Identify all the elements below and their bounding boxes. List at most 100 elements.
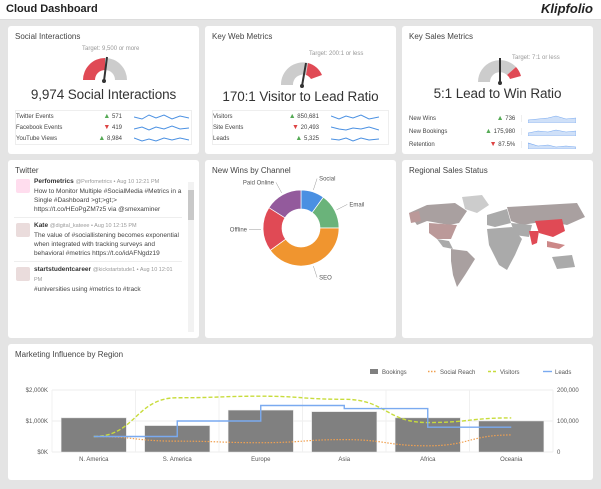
panel-title: Twitter [15, 166, 39, 175]
metric-label: YouTube Views [16, 135, 58, 142]
tweet[interactable]: startstudentcareer @kickstartstude1 • Au… [14, 265, 182, 297]
target-label: Target: 7:1 or less [512, 55, 560, 61]
x-axis-label: S. America [163, 457, 193, 463]
metric-label: New Wins [409, 115, 437, 122]
china [535, 219, 565, 237]
bookings-bar [311, 411, 378, 453]
x-axis-label: Africa [420, 457, 436, 463]
panel-title: Marketing Influence by Region [15, 350, 124, 359]
metric-label: Retention [409, 141, 435, 148]
left-axis-tick: $1,000K [26, 419, 48, 425]
right-axis-tick: 200,000 [557, 388, 579, 394]
down-arrow-icon: ▼ [292, 124, 299, 131]
legend-label: Visitors [500, 370, 520, 376]
right-axis-tick: 0 [557, 450, 561, 456]
metric-row: Twitter Events ▲ 571 [16, 111, 191, 122]
tweet-list: Perfometrics @Perfometrics • Aug 10 12:2… [14, 177, 182, 300]
up-arrow-icon: ▲ [496, 115, 504, 122]
metric-label: Visitors [213, 113, 233, 120]
legend-label: Leads [555, 370, 571, 376]
avatar [16, 223, 30, 237]
panel-title: Key Web Metrics [212, 32, 273, 41]
sparkline [134, 124, 189, 131]
tweet[interactable]: Kate @digital_kateee • Aug 10 12:15 PM Th… [14, 221, 182, 262]
metric-value: 736 [505, 116, 516, 122]
metric-value: 5,325 [303, 136, 319, 142]
x-axis-label: Asia [338, 457, 350, 463]
slice-label: Social [319, 177, 335, 183]
key-web-metrics-panel: Key Web Metrics Target: 200:1 or less 17… [205, 26, 396, 154]
russia [507, 203, 585, 225]
bookings-bar [478, 420, 545, 453]
avatar [16, 179, 30, 193]
down-arrow-icon: ▼ [489, 141, 497, 148]
tweet-author: startstudentcareer [34, 266, 92, 273]
leads-step-line [93, 404, 512, 438]
tweet-author: Kate [34, 222, 49, 229]
tweet-author: Perfometrics [34, 178, 74, 185]
social-interactions-panel: Social Interactions Target: 9,500 or mor… [8, 26, 199, 154]
donut-chart: Social Email SEO Offline Paid Online [230, 177, 365, 282]
donut-slice [269, 227, 340, 267]
tweet-meta: @kickstartstude1 • Aug 10 12:01 PM [34, 267, 173, 283]
marketing-chart: $0K 0 $1,000K 100,000 $2,000K 200,000 N. Ameri… [26, 369, 579, 463]
metric-row: YouTube Views ▲ 8,984 [16, 133, 191, 144]
left-axis-tick: $2,000K [26, 388, 48, 394]
metric-row: New Wins ▲ 736 [409, 112, 586, 125]
southeast-asia [547, 241, 565, 249]
metric-value: 850,681 [297, 114, 319, 120]
gauge [83, 56, 127, 83]
sparkline [331, 125, 379, 131]
key-sales-metrics-panel: Key Sales Metrics Target: 7:1 or less 5:… [402, 26, 593, 154]
sparkline [528, 115, 577, 123]
up-arrow-icon: ▲ [98, 135, 106, 142]
metric-value: 8,984 [106, 136, 122, 142]
metric-row: Leads ▲ 5,325 [213, 133, 388, 144]
world-map [409, 195, 585, 287]
target-label: Target: 9,500 or more [82, 46, 140, 52]
sparkline [134, 136, 189, 142]
metric-row: Visitors ▲ 850,681 [213, 111, 388, 122]
sparkline [528, 129, 577, 136]
slice-label: Paid Online [243, 180, 275, 186]
gauge [478, 58, 521, 85]
metric-value: 419 [111, 125, 122, 131]
middle-east [511, 223, 532, 237]
tweet-text: How to Monitor Multiple #SocialMedia #Me… [34, 188, 182, 213]
metric-table: Twitter Events ▲ 571 Facebook Events ▼ 419… [15, 110, 192, 145]
regional-sales-panel: Regional Sales Status [402, 160, 593, 338]
panel-title: New Wins by Channel [212, 166, 291, 175]
header: Cloud Dashboard Klipfolio [0, 0, 601, 20]
europe [487, 209, 511, 227]
scrollbar[interactable] [188, 182, 194, 332]
klipfolio-logo: Klipfolio [541, 1, 593, 16]
gauge [280, 62, 322, 88]
sparkline [331, 113, 379, 120]
tweet[interactable]: Perfometrics @Perfometrics • Aug 10 12:2… [14, 177, 182, 218]
headline: 9,974 Social Interactions [30, 87, 177, 102]
metric-table: Visitors ▲ 850,681 Site Events ▼ 20,493 Le… [212, 110, 389, 145]
metric-value: 20,493 [300, 125, 319, 131]
tweet-text: #universities using #metrics to #track [34, 286, 141, 293]
sparkline [134, 113, 189, 120]
africa [487, 227, 522, 270]
metric-label: Leads [213, 135, 230, 142]
left-axis-tick: $0K [37, 450, 48, 456]
metric-value: 571 [111, 114, 122, 120]
panel-title: Key Sales Metrics [409, 32, 474, 41]
legend-swatch [370, 369, 378, 374]
twitter-panel: Twitter Perfometrics @Perfometrics • Aug… [8, 160, 199, 338]
right-axis-tick: 100,000 [557, 419, 579, 425]
metric-value: 87.5% [498, 142, 516, 148]
metric-row: Retention ▼ 87.5% [409, 138, 586, 151]
canada [409, 203, 467, 225]
scrollbar-thumb[interactable] [188, 190, 194, 220]
metric-row: New Bookings ▲ 175,980 [409, 125, 586, 138]
metric-label: Site Events [213, 124, 244, 131]
marketing-influence-panel: Marketing Influence by Region $0K 0 $1,000… [8, 344, 593, 480]
metric-label: New Bookings [409, 128, 448, 135]
up-arrow-icon: ▲ [103, 113, 111, 120]
metric-row: Facebook Events ▼ 419 [16, 122, 191, 133]
down-arrow-icon: ▼ [103, 124, 111, 131]
dashboard-title: Cloud Dashboard [6, 3, 98, 15]
